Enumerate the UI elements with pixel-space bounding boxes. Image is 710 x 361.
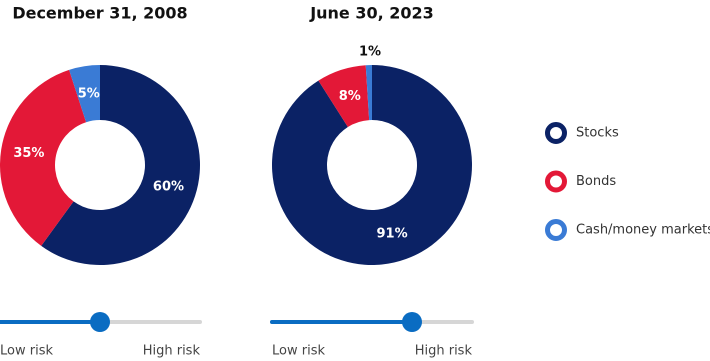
value-label: 60%: [153, 180, 184, 195]
slider-high-label: High risk: [143, 344, 201, 359]
slider-high-label: High risk: [415, 344, 473, 359]
value-label: 1%: [359, 45, 381, 60]
slider-thumb[interactable]: [402, 312, 422, 332]
value-label: 5%: [78, 86, 100, 101]
donut-segment: [41, 65, 201, 265]
donut-segment: [365, 65, 372, 121]
chart-title: June 30, 2023: [309, 4, 434, 23]
value-label: 8%: [339, 89, 361, 104]
value-label: 91%: [377, 227, 408, 242]
legend-label: Cash/money markets: [576, 223, 710, 238]
donut-segment: [271, 65, 472, 265]
legend-label: Stocks: [576, 126, 619, 141]
slider-low-label: Low risk: [0, 344, 53, 359]
legend-marker: [545, 170, 567, 193]
legend-label: Bonds: [576, 174, 616, 189]
donut-segment: [318, 65, 370, 128]
value-label: 35%: [13, 146, 44, 161]
legend-marker: [545, 219, 567, 241]
donut-segment: [69, 65, 100, 123]
donut-segment: [0, 69, 87, 246]
slider-thumb[interactable]: [90, 312, 110, 332]
slider-low-label: Low risk: [272, 344, 325, 359]
legend-marker: [545, 122, 567, 144]
chart-title: December 31, 2008: [12, 4, 187, 23]
